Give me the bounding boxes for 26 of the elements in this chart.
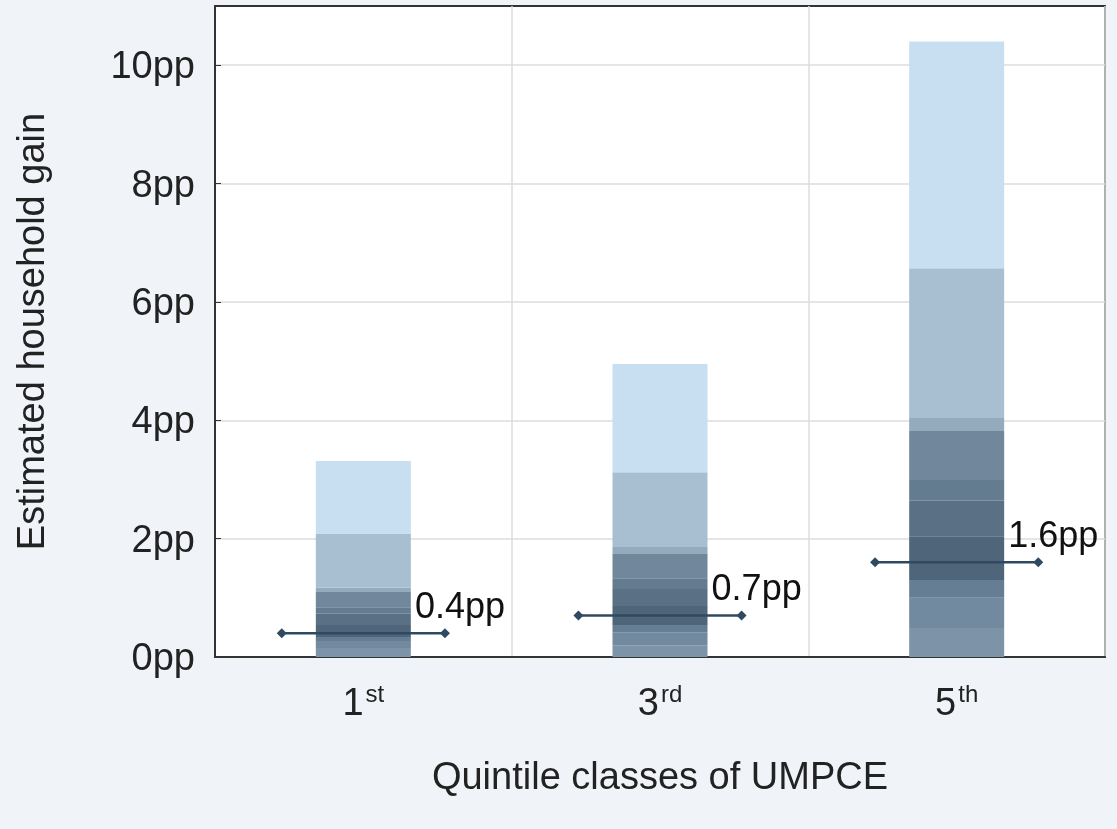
point xyxy=(439,628,450,639)
y-tick-label: 8pp xyxy=(131,162,195,205)
x-axis-title: Quintile classes of UMPCE xyxy=(431,755,889,797)
bar xyxy=(315,533,411,588)
bar xyxy=(315,591,411,608)
bar xyxy=(612,472,708,547)
bar xyxy=(909,268,1005,418)
bar xyxy=(909,417,1005,431)
point xyxy=(736,610,747,621)
bar xyxy=(612,554,708,579)
bar xyxy=(909,430,1005,481)
bar xyxy=(612,364,708,473)
y-axis-title: Estimated household gain xyxy=(10,112,52,551)
y-tick-label: 2pp xyxy=(131,517,195,560)
bar xyxy=(315,461,411,534)
y-tick-label: 6pp xyxy=(131,280,195,323)
data-label: 0.4pp xyxy=(414,584,506,626)
y-tick-label: 10pp xyxy=(110,44,195,87)
y-tick-label: 4pp xyxy=(131,399,195,442)
data-label: 1.6pp xyxy=(1008,513,1099,555)
data-label: 0.7pp xyxy=(711,567,802,609)
point xyxy=(1033,557,1044,568)
bar xyxy=(612,546,708,555)
bar xyxy=(909,41,1005,269)
bar xyxy=(315,587,411,592)
y-tick-label: 0pp xyxy=(131,636,195,678)
